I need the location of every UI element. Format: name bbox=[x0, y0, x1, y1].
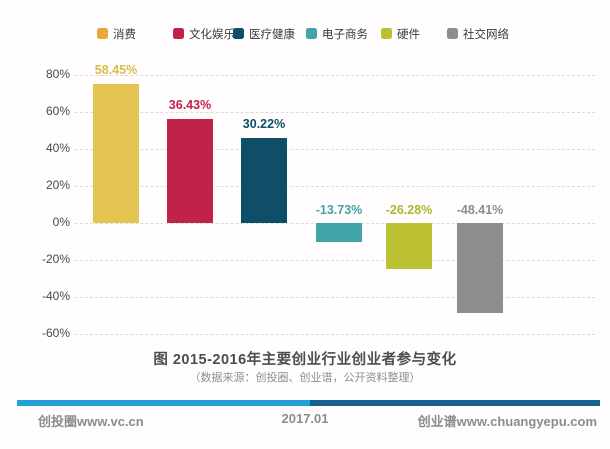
bar-value-label-5: -26.28% bbox=[385, 203, 433, 217]
y-axis-tick-0%: 0% bbox=[52, 215, 70, 229]
footer-source-right: 创业谱www.chuangyepu.com bbox=[417, 414, 597, 429]
bar-2 bbox=[167, 118, 213, 223]
bar-5 bbox=[386, 223, 432, 269]
legend-label: 消费 bbox=[113, 28, 136, 41]
legend-swatch-icon bbox=[447, 28, 458, 39]
chart-title: 图 2015-2016年主要创业行业创业者参与变化 bbox=[153, 352, 457, 368]
legend-item-5: 硬件 bbox=[381, 26, 420, 41]
gridline-20% bbox=[75, 186, 595, 188]
y-axis-tick-80%: 80% bbox=[45, 67, 70, 82]
footer-divider-left-segment bbox=[17, 400, 310, 406]
legend-swatch-icon bbox=[233, 28, 244, 39]
legend-label: 硬件 bbox=[397, 28, 420, 41]
y-axis-tick--60%: -60% bbox=[41, 325, 70, 340]
y-axis-tick-60%: 60% bbox=[45, 104, 70, 119]
legend-item-1: 消费 bbox=[97, 26, 136, 41]
gridline-60% bbox=[75, 112, 595, 114]
y-axis-tick--20%: -20% bbox=[41, 251, 70, 266]
gridline-40% bbox=[75, 149, 595, 151]
footer-divider-right-segment bbox=[310, 400, 600, 406]
bar-value-label-2: 36.43% bbox=[168, 97, 212, 112]
legend-swatch-icon bbox=[306, 28, 317, 39]
bar-value-label-4: -13.73% bbox=[315, 203, 363, 217]
footer-source-left: 创投圈www.vc.cn bbox=[38, 414, 144, 429]
y-axis-tick-20%: 20% bbox=[45, 178, 70, 193]
chart-subtitle: （数据来源：创投圈、创业谱，公开资料整理） bbox=[189, 372, 421, 384]
bar-4 bbox=[316, 223, 362, 242]
legend-label: 社交网络 bbox=[463, 28, 509, 41]
bar-6 bbox=[457, 223, 503, 313]
gridline-80% bbox=[75, 75, 595, 77]
legend-swatch-icon bbox=[97, 28, 108, 39]
legend-swatch-icon bbox=[173, 28, 184, 39]
bar-3 bbox=[241, 137, 287, 223]
footer-date: 2017.01 bbox=[281, 411, 329, 426]
legend-item-2: 文化娱乐 bbox=[173, 26, 235, 41]
bar-1 bbox=[93, 84, 139, 223]
gridline--40% bbox=[75, 296, 595, 298]
legend-swatch-icon bbox=[381, 28, 392, 39]
gridline--20% bbox=[75, 259, 595, 261]
y-axis-tick--40%: -40% bbox=[41, 288, 70, 303]
legend-label: 文化娱乐 bbox=[189, 28, 235, 41]
legend-item-6: 社交网络 bbox=[447, 26, 509, 41]
legend-item-4: 电子商务 bbox=[306, 26, 368, 41]
bar-value-label-3: 30.22% bbox=[242, 116, 286, 131]
bar-value-label-1: 58.45% bbox=[94, 63, 138, 78]
legend-label: 电子商务 bbox=[322, 28, 368, 41]
gridline--60% bbox=[75, 333, 595, 335]
legend-item-3: 医疗健康 bbox=[233, 26, 295, 41]
y-axis-tick-40%: 40% bbox=[45, 141, 70, 156]
legend-label: 医疗健康 bbox=[249, 28, 295, 41]
bar-value-label-6: -48.41% bbox=[456, 203, 504, 217]
